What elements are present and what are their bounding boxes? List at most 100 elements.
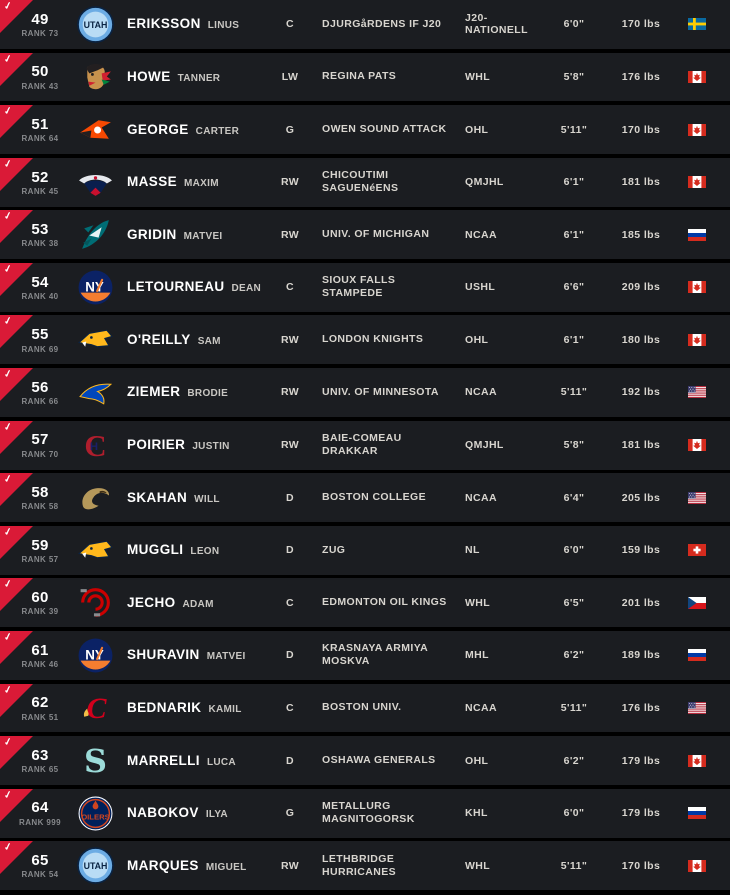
draft-pick-row[interactable]: ✓ 65 RANK 54 UTAH MARQUES MIGUEL RW LETHB… <box>0 841 730 891</box>
player-last-name: ZIEMER <box>127 384 181 400</box>
check-icon: ✓ <box>2 631 14 644</box>
blackhawks-logo <box>76 53 114 102</box>
league-value: MHL <box>465 649 489 662</box>
player-name[interactable]: ZIEMER BRODIE <box>114 383 272 401</box>
rank-label: RANK 38 <box>21 239 59 249</box>
drafted-corner-badge <box>0 736 33 770</box>
islanders-logo: NY <box>76 631 114 680</box>
draft-pick-row[interactable]: ✓ 60 RANK 39 JECHO ADAM C EDMONTON OIL KI… <box>0 578 730 628</box>
pick-number: 52 <box>31 168 49 186</box>
check-icon: ✓ <box>2 0 14 13</box>
league-value: NCAA <box>465 491 497 504</box>
height-value: 6'1" <box>563 176 585 189</box>
player-name[interactable]: LETOURNEAU DEAN <box>114 278 272 296</box>
club-team-value: REGINA PATS <box>322 70 397 83</box>
flag-canada-icon <box>672 439 730 452</box>
flag-czechia-icon <box>672 596 730 609</box>
pick-cell: 54 RANK 40 <box>0 274 76 301</box>
pick-number: 62 <box>31 694 49 712</box>
weight-value: 159 lbs <box>621 544 661 557</box>
utah-logo: UTAH <box>76 841 114 890</box>
check-icon: ✓ <box>2 368 14 381</box>
draft-pick-row[interactable]: ✓ 56 RANK 66 ZIEMER BRODIE RW UNIV. OF MI… <box>0 368 730 417</box>
drafted-corner-badge <box>0 52 33 86</box>
draft-pick-row[interactable]: ✓ 55 RANK 69 O'REILLY SAM RW LONDON KNIGH… <box>0 315 730 365</box>
flag-russia-icon <box>672 649 730 662</box>
draft-pick-row[interactable]: ✓ 52 RANK 45 MASSE MAXIM RW CHICOUTIMI SA… <box>0 157 730 207</box>
player-name[interactable]: O'REILLY SAM <box>114 331 272 349</box>
pick-number: 63 <box>31 746 49 764</box>
svg-text:C: C <box>86 692 107 725</box>
pick-number: 49 <box>31 10 49 28</box>
pick-cell: 60 RANK 39 <box>0 589 76 616</box>
player-first-name: LUCA <box>206 756 236 768</box>
player-last-name: MARQUES <box>127 857 199 873</box>
draft-pick-row[interactable]: ✓ 64 RANK 999 OILERS NABOKOV ILYA G METAL… <box>0 788 730 838</box>
draft-pick-row[interactable]: ✓ 63 RANK 65 S MARRELLI LUCA D OSHAWA GEN… <box>0 736 730 785</box>
rank-label: RANK 45 <box>21 186 59 196</box>
player-first-name: MATVEI <box>183 230 223 242</box>
player-last-name: MASSE <box>127 174 178 190</box>
player-first-name: ADAM <box>182 598 214 610</box>
svg-text:OILERS: OILERS <box>81 812 110 821</box>
draft-pick-row[interactable]: ✓ 61 RANK 46 NY SHURAVIN MATVEI D KRASNAY… <box>0 630 730 680</box>
draft-pick-row[interactable]: ✓ 53 RANK 38 GRIDIN MATVEI RW UNIV. OF MI… <box>0 210 730 260</box>
rank-label: RANK 39 <box>21 607 59 617</box>
pick-number: 50 <box>31 63 49 81</box>
player-name[interactable]: BEDNARIK KAMIL <box>114 699 272 717</box>
draft-pick-row[interactable]: ✓ 49 RANK 73 UTAH ERIKSSON LINUS C DJURGå… <box>0 0 730 49</box>
club-team-value: BOSTON UNIV. <box>322 701 402 714</box>
player-name[interactable]: MARQUES MIGUEL <box>114 857 272 875</box>
height-value: 6'4" <box>563 491 585 504</box>
draft-pick-row[interactable]: ✓ 59 RANK 57 MUGGLI LEON D ZUG NL 6'0" 15… <box>0 525 730 575</box>
rank-label: RANK 46 <box>21 660 59 669</box>
position-value: C <box>286 18 294 31</box>
player-name[interactable]: GEORGE CARTER <box>114 121 272 139</box>
svg-text:C: C <box>84 428 106 462</box>
player-last-name: LETOURNEAU <box>127 279 225 295</box>
player-name[interactable]: SHURAVIN MATVEI <box>114 646 272 664</box>
weight-value: 179 lbs <box>621 807 661 820</box>
league-value: J20-NATIONELL <box>465 12 528 37</box>
player-name[interactable]: JECHO ADAM <box>114 594 272 612</box>
player-name[interactable]: MARRELLI LUCA <box>114 752 272 770</box>
player-name[interactable]: SKAHAN WILL <box>114 489 272 507</box>
player-name[interactable]: MASSE MAXIM <box>114 173 272 191</box>
player-first-name: MIGUEL <box>205 861 247 873</box>
rank-label: RANK 51 <box>21 712 59 722</box>
player-name[interactable]: MUGGLI LEON <box>114 541 272 559</box>
kraken-logo: S <box>76 736 114 785</box>
svg-text:UTAH: UTAH <box>83 20 107 30</box>
position-value: D <box>286 754 294 767</box>
rank-label: RANK 73 <box>21 29 59 39</box>
drafted-corner-badge <box>0 105 33 139</box>
player-name[interactable]: GRIDIN MATVEI <box>114 226 272 244</box>
drafted-corner-badge <box>0 788 33 822</box>
player-first-name: BRODIE <box>187 388 229 400</box>
height-value: 5'8" <box>563 71 585 84</box>
oilers-logo: OILERS <box>76 789 114 838</box>
position-value: RW <box>280 386 300 399</box>
drafted-corner-badge <box>0 841 33 875</box>
league-value: WHL <box>465 596 491 609</box>
height-value: 6'0" <box>563 807 585 820</box>
league-value: OHL <box>465 123 489 136</box>
player-name[interactable]: NABOKOV ILYA <box>114 804 272 822</box>
weight-value: 179 lbs <box>621 754 661 767</box>
draft-pick-row[interactable]: ✓ 50 RANK 43 HOWE TANNER LW REGINA PATS W… <box>0 52 730 102</box>
player-name[interactable]: HOWE TANNER <box>114 68 272 86</box>
club-team-value: ZUG <box>322 543 346 556</box>
draft-pick-row[interactable]: ✓ 54 RANK 40 NY LETOURNEAU DEAN C SIOUX F… <box>0 262 730 312</box>
draft-pick-row[interactable]: ✓ 62 RANK 51 C BEDNARIK KAMIL C BOSTON UN… <box>0 683 730 733</box>
player-name[interactable]: ERIKSSON LINUS <box>114 15 272 33</box>
player-name[interactable]: POIRIER JUSTIN <box>114 436 272 454</box>
height-value: 6'0" <box>563 18 585 31</box>
draft-pick-row[interactable]: ✓ 58 RANK 58 SKAHAN WILL D BOSTON COLLEGE… <box>0 473 730 523</box>
pick-cell: 53 RANK 38 <box>0 221 76 248</box>
drafted-corner-badge <box>0 525 33 559</box>
draft-pick-row[interactable]: ✓ 51 RANK 64 GEORGE CARTER G OWEN SOUND A… <box>0 105 730 155</box>
check-icon: ✓ <box>2 210 14 224</box>
player-last-name: MARRELLI <box>127 752 200 768</box>
pick-number: 65 <box>31 852 49 870</box>
